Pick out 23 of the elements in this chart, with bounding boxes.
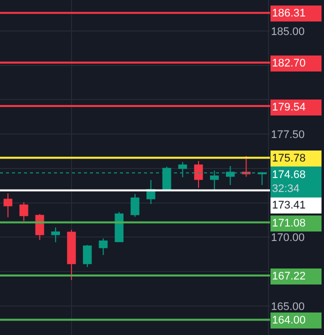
ref-line-label: 167.22 xyxy=(272,270,306,282)
candlestick xyxy=(82,244,92,268)
ref-line-label: 173.41 xyxy=(272,200,306,212)
candlestick xyxy=(51,226,60,243)
candlestick xyxy=(4,192,12,218)
ref-line-label: 186.31 xyxy=(272,8,306,20)
ref-line-label: 182.70 xyxy=(272,58,306,70)
candlestick xyxy=(98,238,108,256)
y-tick-label: 185.00 xyxy=(271,26,305,38)
ref-line-label: 179.54 xyxy=(272,102,306,114)
ref-line-label: 171.08 xyxy=(272,218,306,230)
candlestick xyxy=(130,194,140,218)
y-tick-label: 170.00 xyxy=(271,232,305,244)
ref-line-label: 174.68 xyxy=(272,168,306,181)
y-tick-label: 177.50 xyxy=(271,128,305,141)
ref-line-label: 175.78 xyxy=(272,152,306,164)
candlestick xyxy=(19,202,28,222)
candlestick xyxy=(114,212,124,242)
candlestick xyxy=(67,229,76,280)
candlestick xyxy=(194,160,203,188)
y-tick-label: 165.00 xyxy=(271,300,305,313)
text: 32:34 xyxy=(272,183,300,196)
ref-line-label: 164.00 xyxy=(272,314,306,326)
